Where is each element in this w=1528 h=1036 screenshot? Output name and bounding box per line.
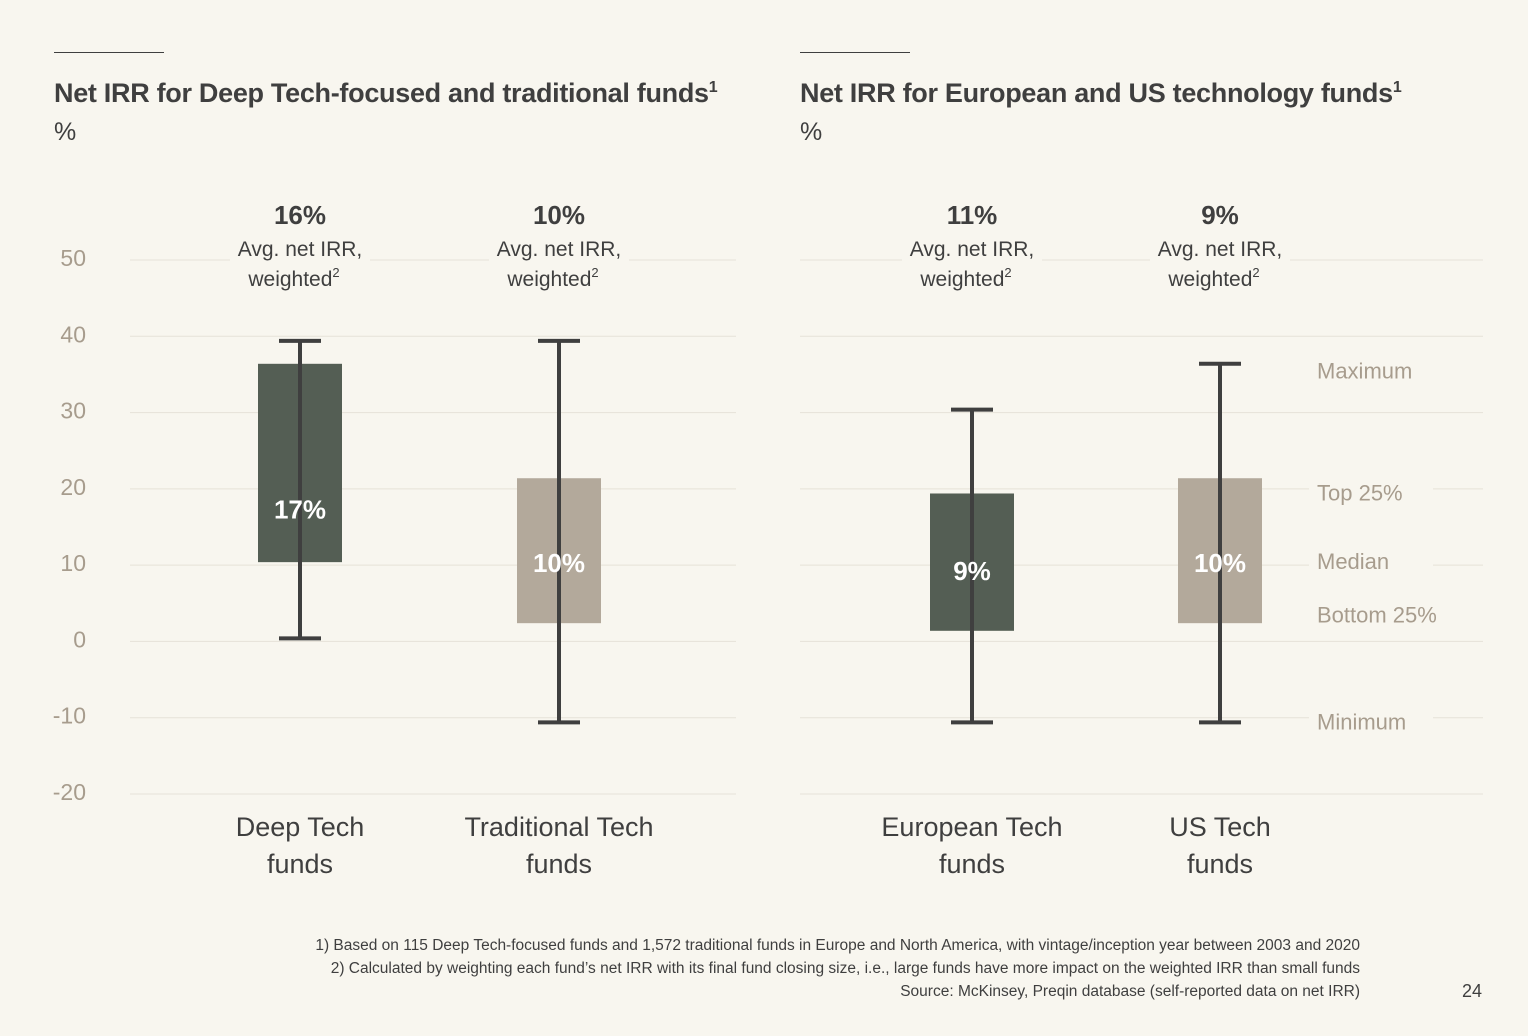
avg-irr-label-weighted: weighted2 [506, 265, 598, 291]
avg-irr-value: 16% [274, 200, 326, 230]
chart-panel-2: 11% Avg. net IRR, weighted2 9% European Tech… [800, 200, 1483, 879]
avg-label-backing [230, 232, 370, 296]
box-group: 10% Avg. net IRR, weighted2 10% Traditional … [464, 200, 653, 879]
y-tick-label: 50 [60, 245, 86, 271]
left-title-rule [54, 52, 164, 53]
avg-irr-value: 9% [1201, 200, 1239, 230]
legend-label-backing [1309, 353, 1433, 384]
left-chart-title: Net IRR for Deep Tech-focused and tradit… [54, 78, 718, 108]
category-label: funds [267, 849, 333, 879]
median-label: 10% [533, 548, 585, 578]
footnote-ref: 2 [591, 265, 598, 280]
footnote-ref: 2 [332, 265, 339, 280]
category-label: Deep Tech [236, 812, 365, 842]
y-tick-label: 10 [60, 550, 86, 576]
avg-irr-label: Avg. net IRR, [1158, 238, 1283, 261]
y-tick-label: 0 [73, 626, 86, 652]
y-tick-label: -10 [53, 703, 86, 729]
chart-panel-1: 50 40 30 20 10 0 -10 -20 16% Avg. net IRR, weighte… [53, 200, 736, 879]
category-label: European Tech [881, 812, 1062, 842]
category-label: funds [526, 849, 592, 879]
legend-label-backing [1309, 475, 1433, 506]
right-chart-title: Net IRR for European and US technology f… [800, 78, 1402, 108]
category-label: funds [939, 849, 1005, 879]
footnote-ref: 2 [1252, 265, 1259, 280]
right-chart-unit: % [800, 118, 823, 146]
y-tick-label: -20 [53, 779, 86, 805]
box-group: 9% Avg. net IRR, weighted2 10% US Tech funds [1150, 200, 1290, 879]
avg-label-backing [489, 232, 629, 296]
avg-irr-value: 11% [947, 200, 998, 230]
median-label: 17% [274, 495, 326, 525]
box-plot-charts: 50 40 30 20 10 0 -10 -20 16% Avg. net IRR, weighte… [53, 200, 1483, 879]
y-tick-label: 20 [60, 474, 86, 500]
avg-irr-label-weighted: weighted2 [919, 265, 1011, 291]
avg-irr-label-weighted: weighted2 [1167, 265, 1259, 291]
box-group: 11% Avg. net IRR, weighted2 9% European Tech… [881, 200, 1062, 879]
avg-irr-label: Avg. net IRR, [910, 238, 1035, 261]
avg-irr-label-weighted: weighted2 [247, 265, 339, 291]
legend-label: Median [1317, 549, 1389, 574]
legend-label-backing [1309, 704, 1433, 735]
avg-label-backing [1150, 232, 1290, 296]
legend-label-backing [1309, 544, 1433, 575]
category-label: funds [1187, 849, 1253, 879]
y-tick-label: 30 [60, 398, 86, 424]
y-tick-label: 40 [60, 321, 86, 347]
footnote-ref: 2 [1004, 265, 1011, 280]
page-number: 24 [1461, 981, 1482, 1001]
legend-label-backing [1309, 597, 1433, 628]
left-chart-unit: % [54, 118, 77, 146]
legend-label: Bottom 25% [1317, 603, 1437, 628]
source-note: Source: McKinsey, Preqin database (self-… [900, 983, 1360, 1000]
legend-label: Top 25% [1317, 480, 1403, 505]
median-label: 10% [1194, 548, 1246, 578]
category-label: Traditional Tech [464, 812, 653, 842]
avg-irr-value: 10% [533, 200, 585, 230]
avg-label-backing [902, 232, 1042, 296]
category-label: US Tech [1169, 812, 1271, 842]
avg-irr-label: Avg. net IRR, [497, 238, 622, 261]
legend-label: Minimum [1317, 709, 1406, 734]
footnote-1: 1) Based on 115 Deep Tech-focused funds … [315, 937, 1360, 954]
footnotes: 1) Based on 115 Deep Tech-focused funds … [315, 934, 1360, 1003]
legend-label: Maximum [1317, 358, 1412, 383]
footnote-2: 2) Calculated by weighting each fund’s n… [330, 960, 1360, 977]
median-label: 9% [953, 556, 991, 586]
right-title-rule [800, 52, 910, 53]
avg-irr-label: Avg. net IRR, [238, 238, 363, 261]
box-group: 16% Avg. net IRR, weighted2 17% Deep Tech fun… [230, 200, 370, 879]
